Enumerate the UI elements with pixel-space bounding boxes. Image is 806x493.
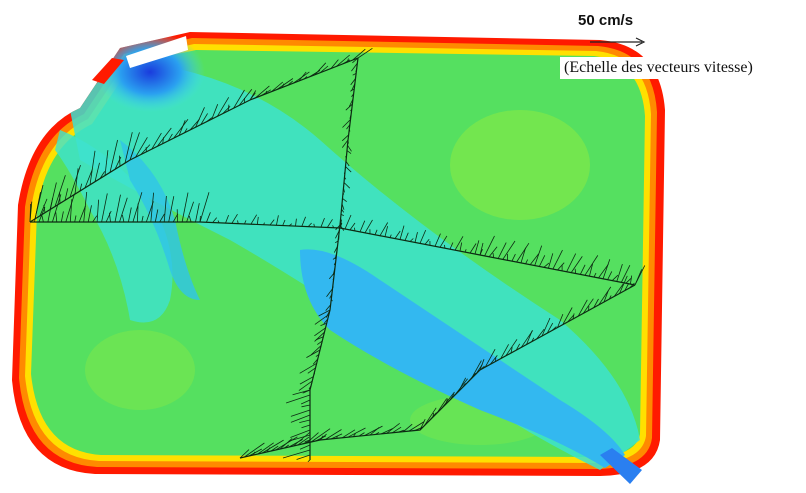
scale-caption: (Echelle des vecteurs vitesse) (560, 57, 757, 79)
velocity-vector (120, 156, 121, 167)
velocity-magnitude-field (31, 32, 645, 470)
scale-arrow-icon (588, 36, 648, 48)
field-patch-light-green-lower (85, 330, 195, 410)
field-patch-light-green (450, 110, 590, 220)
scale-label: 50 cm/s (578, 12, 633, 29)
